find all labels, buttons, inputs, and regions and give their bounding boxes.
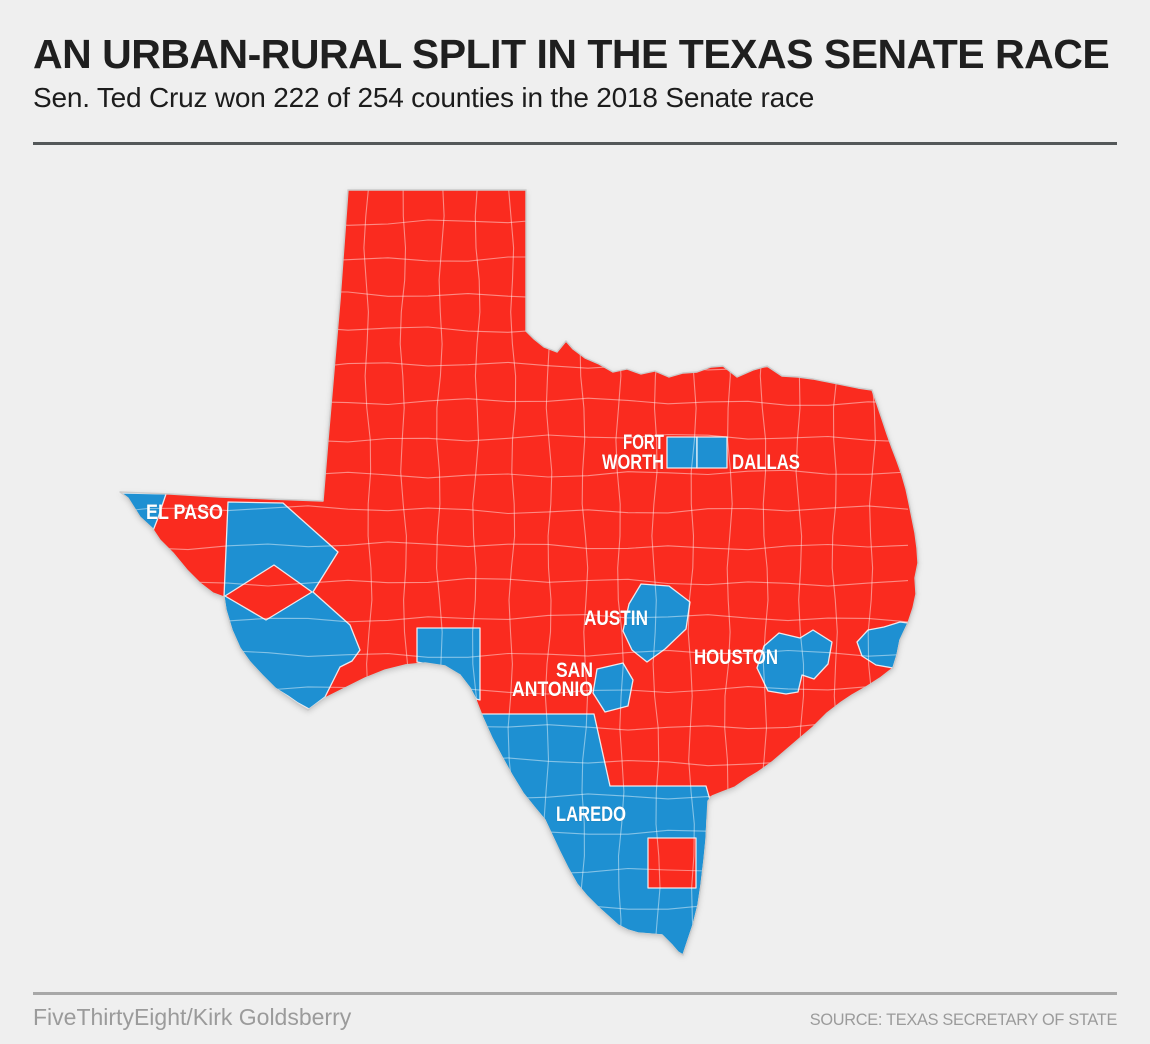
state-texas-outline: [119, 189, 919, 956]
city-label-laredo: LAREDO: [556, 803, 626, 826]
city-label-antonio: ANTONIO: [512, 678, 593, 701]
city-label-worth: WORTH: [602, 451, 664, 474]
democratic-counties: [120, 436, 909, 955]
city-label-fort: FORT: [623, 431, 664, 454]
city-label-houston: HOUSTON: [694, 646, 778, 669]
footer: FiveThirtyEight/Kirk Goldsberry SOURCE: …: [33, 1004, 1117, 1031]
county-border-line: [120, 577, 909, 587]
footer-divider: [33, 992, 1117, 995]
west-texas-red-diamond: [224, 564, 313, 621]
credit-text: FiveThirtyEight/Kirk Goldsberry: [33, 1004, 352, 1030]
county-border-line: [120, 865, 909, 875]
county-border-line: [120, 829, 909, 839]
city-label-el-paso: EL PASO: [146, 501, 223, 524]
county-border-line: [120, 541, 909, 551]
county-border-line: [120, 505, 909, 515]
county-austin: [622, 583, 691, 663]
city-label-san: SAN: [556, 659, 593, 682]
republican-islands: [224, 564, 697, 889]
county-dallas: [696, 436, 728, 469]
city-label-dallas: DALLAS: [732, 451, 800, 474]
gulf-coast-red-county: [647, 837, 697, 889]
county-san-antonio: [592, 662, 634, 713]
county-houston: [756, 629, 833, 695]
state-texas-fill: [120, 190, 918, 955]
county-border-line: [120, 614, 909, 623]
page-title: AN URBAN-RURAL SPLIT IN THE TEXAS SENATE…: [33, 31, 1110, 77]
city-label-austin: AUSTIN: [584, 607, 648, 630]
header-divider: [33, 142, 1117, 145]
page-subtitle: Sen. Ted Cruz won 222 of 254 counties in…: [33, 82, 815, 113]
county-border-line: [120, 793, 909, 802]
county-border-line: [120, 901, 909, 910]
source-text: SOURCE: TEXAS SECRETARY OF STATE: [809, 1010, 1118, 1029]
